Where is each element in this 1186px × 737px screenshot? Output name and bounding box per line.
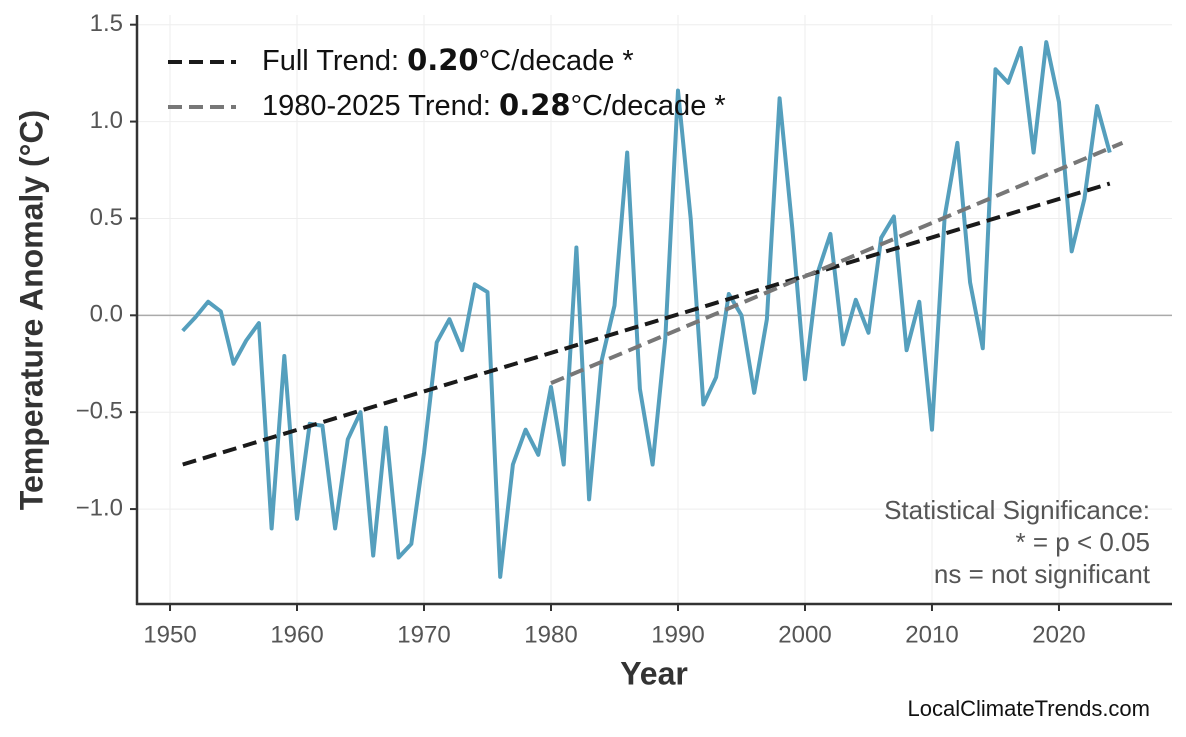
- legend-label: Full Trend: 0.20°C/decade *: [262, 43, 634, 77]
- y-tick-label: 1.5: [90, 10, 123, 37]
- x-axis-label: Year: [620, 655, 688, 691]
- annotation: ns = not significant: [934, 559, 1151, 589]
- trend-line: [550, 141, 1124, 385]
- x-tick-label: 2000: [778, 621, 831, 648]
- x-tick-label: 1990: [651, 621, 704, 648]
- x-tick-label: 2010: [905, 621, 958, 648]
- x-tick-label: 1960: [270, 621, 323, 648]
- y-tick-label: −1.0: [76, 494, 123, 521]
- y-tick-label: 1.0: [90, 107, 123, 134]
- legend-unit: °C/decade *: [479, 45, 634, 77]
- x-tick-label: 2020: [1032, 621, 1085, 648]
- legend-text: Full Trend:: [262, 45, 407, 77]
- data-line: [181, 40, 1112, 579]
- annotation: Statistical Significance:: [884, 495, 1150, 525]
- y-axis-label: Temperature Anomaly (°C): [13, 110, 49, 510]
- annotation: * = p < 0.05: [1016, 527, 1150, 557]
- legend-text: 1980-2025 Trend:: [262, 90, 499, 122]
- y-tick-label: 0.0: [90, 301, 123, 328]
- trend-line: [182, 181, 1111, 467]
- legend-label: 1980-2025 Trend: 0.28°C/decade *: [262, 88, 726, 122]
- source: LocalClimateTrends.com: [908, 696, 1151, 721]
- legend-rate: 0.28: [499, 88, 571, 122]
- x-tick-label: 1950: [143, 621, 196, 648]
- y-tick-label: −0.5: [76, 398, 123, 425]
- y-tick-label: 0.5: [90, 204, 123, 231]
- x-tick-label: 1970: [397, 621, 450, 648]
- x-tick-label: 1980: [524, 621, 577, 648]
- legend-rate: 0.20: [407, 43, 479, 77]
- legend-unit: °C/decade *: [571, 90, 726, 122]
